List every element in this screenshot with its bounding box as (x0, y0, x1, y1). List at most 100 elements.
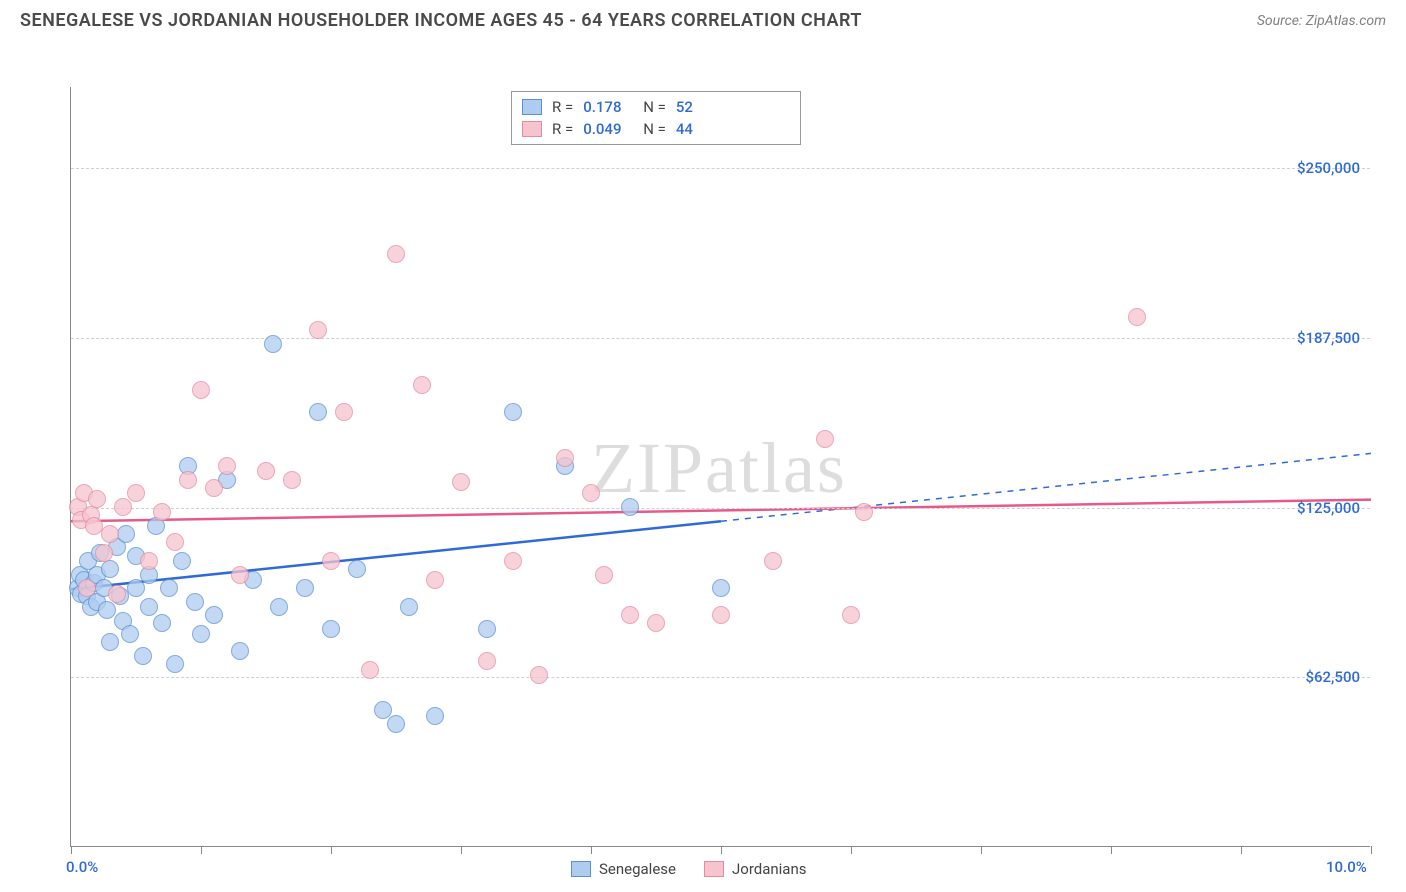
stat-n-value: 44 (676, 120, 726, 138)
stat-r-value: 0.049 (583, 120, 633, 138)
data-point (426, 707, 444, 725)
source-label: Source: ZipAtlas.com (1257, 13, 1386, 29)
x-tick (591, 846, 592, 854)
data-point (114, 498, 132, 516)
data-point (140, 598, 158, 616)
stats-row: R =0.049N =44 (522, 118, 790, 140)
chart-title: SENEGALESE VS JORDANIAN HOUSEHOLDER INCO… (20, 10, 862, 31)
trend-line-extrapolated (721, 453, 1371, 521)
stat-n-label: N = (643, 98, 666, 116)
data-point (387, 715, 405, 733)
stat-r-value: 0.178 (583, 98, 633, 116)
data-point (98, 601, 116, 619)
data-point (322, 620, 340, 638)
x-tick (461, 846, 462, 854)
data-point (530, 666, 548, 684)
x-tick (1371, 846, 1372, 854)
x-tick-label: 0.0% (66, 858, 98, 876)
data-point (160, 579, 178, 597)
data-point (283, 471, 301, 489)
x-tick (981, 846, 982, 854)
x-tick (851, 846, 852, 854)
data-point (764, 552, 782, 570)
data-point (309, 321, 327, 339)
data-point (621, 498, 639, 516)
data-point (205, 606, 223, 624)
y-tick-label: $250,000 (1297, 159, 1360, 177)
data-point (153, 614, 171, 632)
data-point (712, 606, 730, 624)
data-point (478, 652, 496, 670)
data-point (78, 579, 96, 597)
x-tick (1241, 846, 1242, 854)
data-point (117, 525, 135, 543)
data-point (101, 633, 119, 651)
data-point (712, 579, 730, 597)
data-point (121, 625, 139, 643)
data-point (309, 403, 327, 421)
data-point (387, 245, 405, 263)
stat-r-label: R = (552, 120, 573, 138)
data-point (179, 471, 197, 489)
series-name: Jordanians (732, 860, 807, 878)
x-tick (331, 846, 332, 854)
data-point (218, 457, 236, 475)
data-point (101, 560, 119, 578)
series-legend-item: Jordanians (704, 860, 807, 878)
data-point (816, 430, 834, 448)
gridline (71, 168, 1370, 169)
data-point (400, 598, 418, 616)
stat-r-label: R = (552, 98, 573, 116)
data-point (478, 620, 496, 638)
gridline (71, 508, 1370, 509)
data-point (88, 490, 106, 508)
data-point (231, 566, 249, 584)
data-point (335, 403, 353, 421)
stats-row: R = 0.178 N = 52 (522, 96, 790, 118)
data-point (361, 661, 379, 679)
data-point (257, 462, 275, 480)
y-tick-label: $125,000 (1297, 499, 1360, 517)
data-point (426, 571, 444, 589)
data-point (595, 566, 613, 584)
data-point (504, 552, 522, 570)
plot-area: ZIPatlas $62,500$125,000$187,500$250,000… (70, 87, 1370, 847)
data-point (296, 579, 314, 597)
data-point (348, 560, 366, 578)
data-point (582, 484, 600, 502)
stats-legend: R =0.178N =52R =0.049N =44 (511, 91, 801, 145)
legend-swatch (522, 99, 542, 115)
data-point (556, 449, 574, 467)
legend-swatch (704, 861, 724, 877)
data-point (127, 484, 145, 502)
data-point (153, 503, 171, 521)
x-tick (201, 846, 202, 854)
data-point (231, 642, 249, 660)
data-point (173, 552, 191, 570)
series-legend-item: Senegalese (571, 860, 676, 878)
data-point (647, 614, 665, 632)
data-point (413, 376, 431, 394)
data-point (127, 579, 145, 597)
data-point (270, 598, 288, 616)
x-tick (721, 846, 722, 854)
data-point (108, 585, 126, 603)
legend-swatch (522, 121, 542, 137)
data-point (101, 525, 119, 543)
data-point (452, 473, 470, 491)
data-point (855, 503, 873, 521)
stat-n-value: 52 (676, 98, 726, 116)
y-tick-label: $62,500 (1305, 668, 1360, 686)
data-point (192, 381, 210, 399)
x-tick (71, 846, 72, 854)
series-name: Senegalese (599, 860, 676, 878)
data-point (140, 552, 158, 570)
data-point (134, 647, 152, 665)
x-tick (1111, 846, 1112, 854)
series-legend: Senegalese Jordanians (571, 860, 807, 878)
data-point (322, 552, 340, 570)
y-tick-label: $187,500 (1297, 329, 1360, 347)
data-point (621, 606, 639, 624)
data-point (842, 606, 860, 624)
data-point (166, 533, 184, 551)
